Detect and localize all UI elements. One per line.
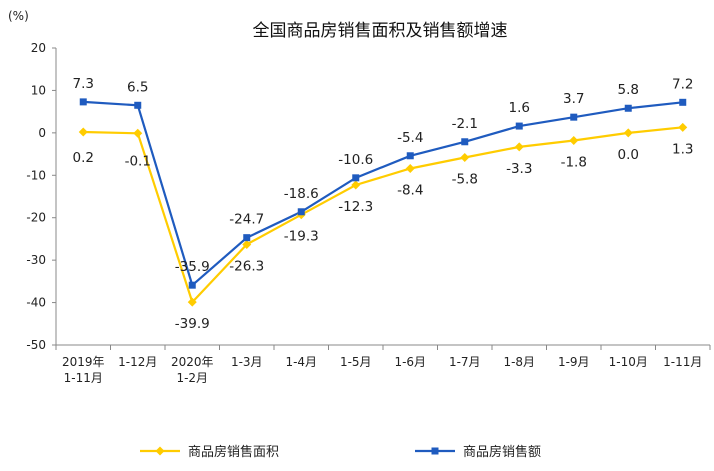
x-tick-label: 1-4月 <box>285 355 317 369</box>
data-label: 7.3 <box>73 76 94 92</box>
data-point <box>134 101 142 109</box>
data-point <box>678 122 688 132</box>
x-tick-label: 1-3月 <box>231 355 263 369</box>
data-point <box>460 152 470 162</box>
data-label: -5.8 <box>452 171 478 187</box>
data-point <box>679 98 687 106</box>
data-label: -26.3 <box>229 258 264 274</box>
legend-label: 商品房销售额 <box>463 444 541 460</box>
y-axis-unit-label: (%) <box>8 9 29 23</box>
x-tick-label: 2020年 <box>171 355 214 369</box>
x-axis-ticks: 2019年 1-11月 1-12月 2020年 1-2月 1-3月 1-4月 1-5月 1-6月… <box>55 345 711 385</box>
data-label: 3.7 <box>563 91 584 107</box>
x-tick-label: 1-11月 <box>663 355 702 369</box>
y-tick-label: -40 <box>26 296 46 310</box>
x-tick-label: 1-7月 <box>449 355 481 369</box>
data-point <box>351 180 361 190</box>
data-point <box>188 281 196 289</box>
data-label: -8.4 <box>397 182 423 198</box>
data-point <box>514 142 524 152</box>
data-label: 0.2 <box>73 150 94 166</box>
data-label: -5.4 <box>397 130 423 146</box>
data-label: -10.6 <box>338 152 373 168</box>
data-point <box>570 113 578 121</box>
x-tick-label: 2019年 <box>62 355 105 369</box>
data-point <box>243 234 251 242</box>
data-point <box>187 297 197 307</box>
x-tick-label: 1-11月 <box>64 371 103 385</box>
data-label: -19.3 <box>284 229 319 245</box>
x-tick-label: 1-6月 <box>394 355 426 369</box>
x-tick-label: 1-9月 <box>558 355 590 369</box>
data-point <box>405 163 415 173</box>
data-label: -18.6 <box>284 186 319 202</box>
data-label: -3.3 <box>506 161 532 177</box>
y-tick-label: 10 <box>31 83 46 97</box>
axes <box>55 48 710 346</box>
legend: 商品房销售面积 商品房销售额 <box>140 444 541 460</box>
data-point <box>515 122 523 130</box>
series-points <box>78 98 688 307</box>
y-tick-label: 0 <box>38 126 46 140</box>
data-point <box>242 239 252 249</box>
chart-title: 全国商品房销售面积及销售额增速 <box>253 21 508 41</box>
data-labels: 7.3 6.5 -35.9 -24.7 -18.6 -10.6 -5.4 -2.1 1.6 3.7… <box>73 76 694 332</box>
y-tick-label: 20 <box>31 41 46 55</box>
series-lines <box>83 100 683 305</box>
data-point <box>297 208 305 216</box>
data-point <box>406 152 414 160</box>
series-line-0 <box>83 126 683 305</box>
x-tick-label: 1-5月 <box>340 355 372 369</box>
data-label: -1.8 <box>561 154 587 170</box>
data-label: -12.3 <box>338 199 373 215</box>
x-tick-label: 1-10月 <box>609 355 648 369</box>
x-tick-label: 1-2月 <box>176 371 208 385</box>
y-tick-label: -50 <box>26 338 46 352</box>
data-point <box>569 135 579 145</box>
data-label: -35.9 <box>175 259 210 275</box>
x-tick-label: 1-12月 <box>118 355 157 369</box>
data-label: 0.0 <box>618 147 639 163</box>
legend-label: 商品房销售面积 <box>188 444 279 460</box>
data-point <box>352 174 360 182</box>
data-point <box>79 98 87 106</box>
data-point <box>78 127 88 137</box>
data-point <box>461 138 469 146</box>
y-tick-label: -30 <box>26 253 46 267</box>
series-line-1 <box>83 100 683 288</box>
y-tick-label: -10 <box>26 168 46 182</box>
data-point <box>133 128 143 138</box>
data-label: 1.3 <box>672 141 693 157</box>
y-tick-label: -20 <box>26 211 46 225</box>
x-tick-label: 1-8月 <box>503 355 535 369</box>
y-axis-ticks: 20 10 0 -10 -20 -30 -40 -50 <box>26 41 56 352</box>
data-label: -24.7 <box>229 212 264 228</box>
data-point <box>624 104 632 112</box>
data-label: -39.9 <box>175 316 210 332</box>
data-label: 1.6 <box>509 100 530 116</box>
legend-marker <box>431 447 439 455</box>
data-point <box>623 128 633 138</box>
data-label: 6.5 <box>127 79 148 95</box>
legend-marker <box>155 446 165 456</box>
data-label: -0.1 <box>125 153 151 169</box>
data-label: -2.1 <box>452 116 478 132</box>
data-label: 7.2 <box>672 76 693 92</box>
data-label: 5.8 <box>618 82 639 98</box>
